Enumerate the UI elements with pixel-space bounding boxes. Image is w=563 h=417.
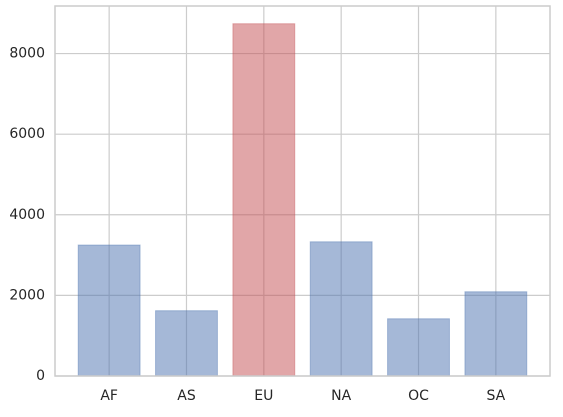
bar xyxy=(387,318,450,377)
plot-frame xyxy=(54,5,551,377)
bar xyxy=(155,310,218,377)
y-tick-label: 0 xyxy=(36,368,45,384)
x-tick-label: OC xyxy=(408,388,429,404)
bar xyxy=(464,291,528,377)
y-tick-label: 4000 xyxy=(9,207,45,223)
x-tick-label: AS xyxy=(177,388,196,404)
x-tick-label: EU xyxy=(254,388,273,404)
bar xyxy=(232,23,296,377)
x-tick-label: SA xyxy=(486,388,505,404)
bar xyxy=(309,241,373,377)
x-tick-label: AF xyxy=(100,388,118,404)
y-tick-label: 8000 xyxy=(9,46,45,62)
y-tick-label: 2000 xyxy=(9,287,45,303)
x-tick-label: NA xyxy=(331,388,351,404)
bar xyxy=(77,244,141,377)
y-tick-label: 6000 xyxy=(9,126,45,142)
